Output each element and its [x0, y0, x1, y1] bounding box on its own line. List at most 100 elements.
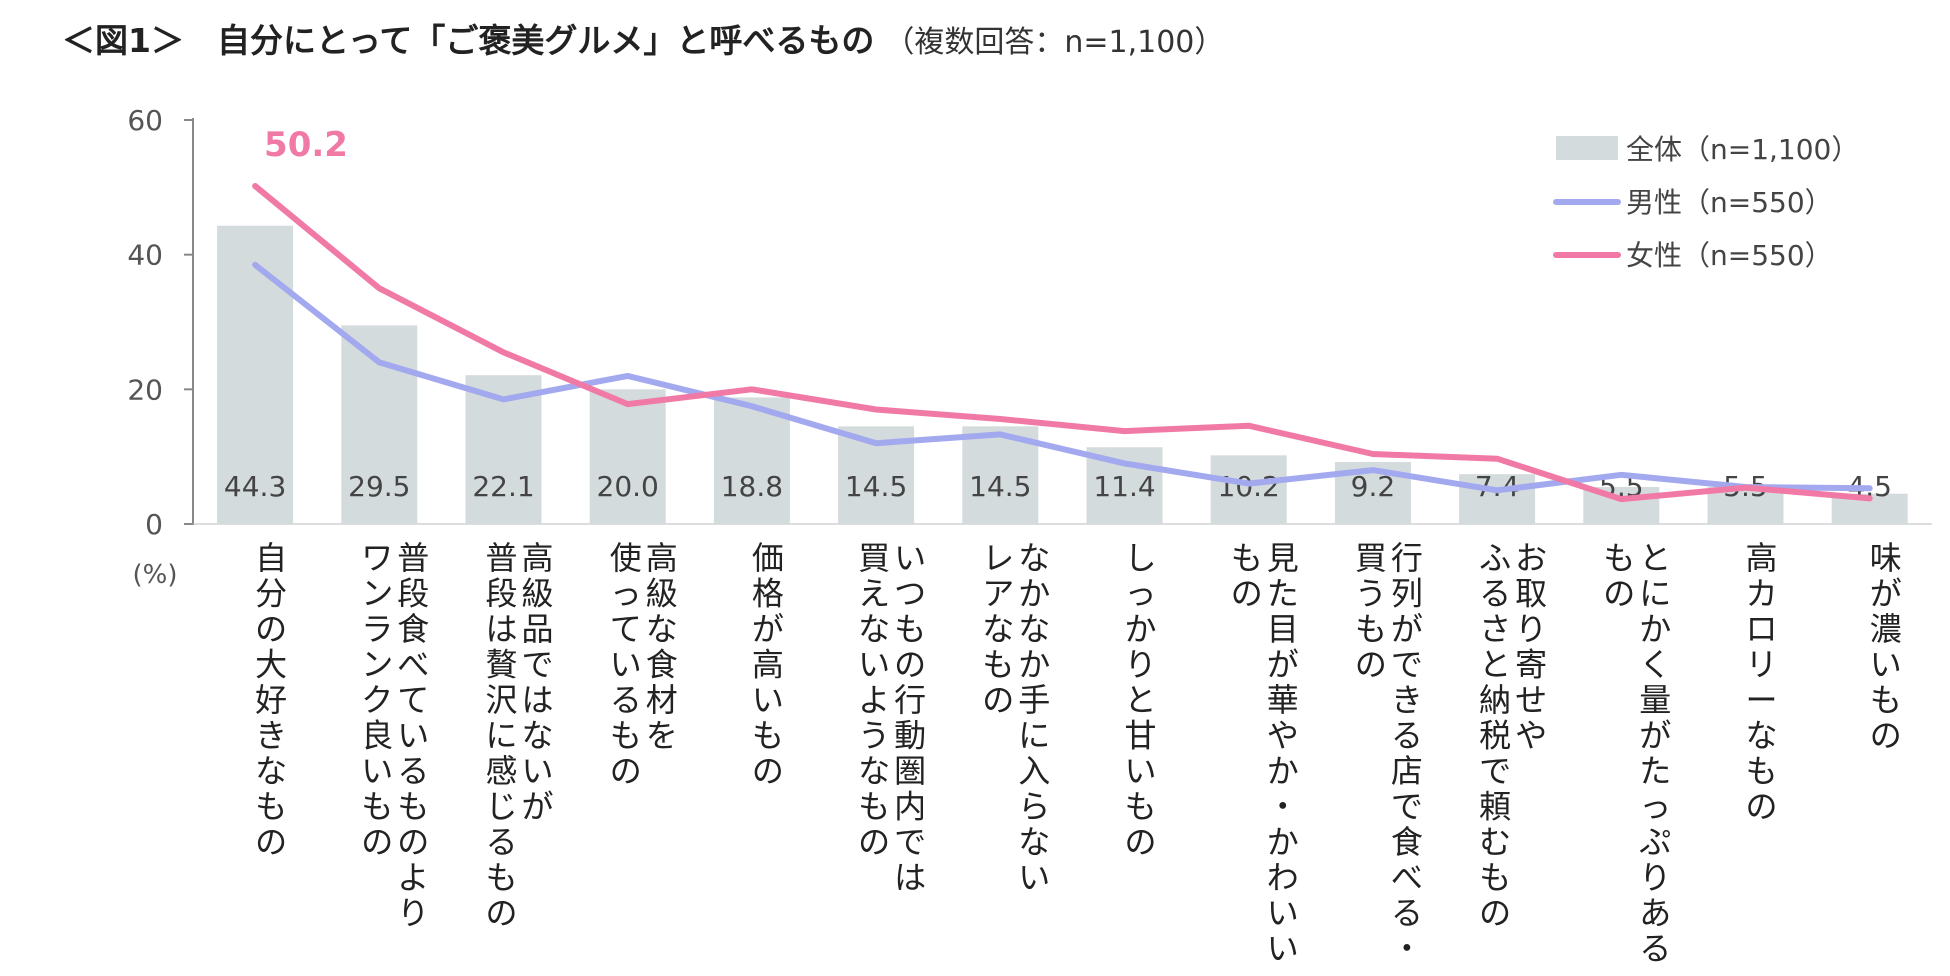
category-label-char: 華 [1267, 681, 1299, 719]
category-label-char: も [361, 788, 393, 826]
category-label-char: ら [1018, 788, 1050, 826]
category-label-char: も [894, 610, 926, 648]
category-label-char: 贅 [485, 646, 517, 684]
category-label-char: る [1391, 717, 1423, 755]
series-line-male [252, 261, 1873, 494]
category-label-char: 高 [1745, 539, 1777, 577]
category-label-char: り [1515, 610, 1547, 648]
category-label-char: 食 [1391, 823, 1423, 861]
category-label-char: お [1515, 539, 1547, 577]
category-label-char: 高 [646, 539, 678, 577]
category-label-char: 見 [1267, 539, 1299, 577]
category-label-char: 行 [894, 681, 926, 719]
category-label-char: な [646, 610, 678, 648]
bar-value-label: 14.5 [969, 470, 1031, 503]
category-label-char: い [858, 646, 890, 684]
category-label-char: の [255, 610, 287, 648]
category-label-char: の [1745, 788, 1777, 826]
category-label-char: り [1124, 646, 1156, 684]
category-label-char: 普 [397, 539, 429, 577]
category-label-char: が [752, 610, 784, 648]
category-label-char: か [1018, 575, 1050, 613]
category-label-char: か [1018, 646, 1050, 684]
category-label-char: に [485, 717, 517, 755]
category-label-char: い [361, 752, 393, 790]
category-label-char: は [521, 681, 553, 719]
category-label-char: ア [982, 575, 1014, 613]
category-label-char: う [858, 717, 890, 755]
category-label-char: い [521, 752, 553, 790]
category-label-char: い [1018, 859, 1050, 897]
category-label-char: べ [1391, 859, 1423, 897]
category-label-char: で [894, 823, 926, 861]
category-label-char: ・ [1391, 930, 1423, 968]
category-label-char: の [752, 752, 784, 790]
category-label-char: る [1479, 575, 1511, 613]
category-label-char: 列 [1391, 575, 1423, 613]
category-label-char: な [1018, 610, 1050, 648]
category-label-char: つ [894, 575, 926, 613]
category-label-char: る [1391, 894, 1423, 932]
category-label-char: い [1267, 930, 1299, 968]
category-label-char: で [1391, 646, 1423, 684]
category-label-char: し [1124, 539, 1156, 577]
bar-value-label: 14.5 [845, 470, 907, 503]
category-labels-layer: 自分の大好きなもの普段食べているものよりワンランク良いもの高級品ではないが普段は… [255, 539, 1902, 968]
bar-value-label: 29.5 [348, 470, 410, 503]
legend: 全体（n=1,100） 男性（n=550） 女性（n=550） [1553, 133, 1859, 272]
bar-total [713, 397, 790, 524]
category-label-char: か [1639, 610, 1671, 648]
category-label-char: で [521, 646, 553, 684]
category-label-char: っ [610, 575, 642, 613]
axes-layer: 0 20 40 60 [127, 104, 1932, 541]
category-label: もの [1231, 539, 1263, 613]
category-label-char: の [1870, 717, 1902, 755]
bar-value-label: 18.8 [721, 470, 783, 503]
category-label-char: 食 [646, 646, 678, 684]
bar-total [1210, 455, 1287, 524]
category-label-char: レ [982, 539, 1014, 577]
category-label-char: き [1391, 681, 1423, 719]
bar-value-label: 20.0 [597, 470, 659, 503]
category-label-char: 濃 [1870, 610, 1902, 648]
category-label-char: の [1479, 894, 1511, 932]
category-label-char: 納 [1479, 681, 1511, 719]
category-label-char: ン [361, 646, 393, 684]
category-label-char: 高 [521, 539, 553, 577]
category-label-char: な [1018, 823, 1050, 861]
category-label-char: 量 [1639, 681, 1671, 719]
category-label-char: 普 [485, 539, 517, 577]
category-label-char: は [485, 610, 517, 648]
category-label-char: 入 [1018, 752, 1050, 790]
category-label-char: も [1479, 859, 1511, 897]
category-label-char: も [1231, 539, 1263, 577]
category-label-char: な [255, 752, 287, 790]
category-label-char: い [894, 539, 926, 577]
category-label-char: わ [1267, 859, 1299, 897]
category-label-char: 良 [361, 717, 393, 755]
series-line-female [252, 183, 1873, 503]
category-label-char: も [858, 788, 890, 826]
category-label-char: よ [858, 681, 890, 719]
category-label-char: 段 [485, 575, 517, 613]
category-label-char: っ [1639, 788, 1671, 826]
category-label-char: が [1870, 575, 1902, 613]
category-label-char: ラ [361, 610, 393, 648]
bar-total [341, 325, 418, 524]
category-label-char: ぷ [1639, 823, 1671, 861]
category-label-char: て [397, 681, 429, 719]
category-label-char: 感 [485, 752, 517, 790]
category-label-char: 圏 [894, 752, 926, 790]
bar-total [589, 389, 666, 524]
category-label-char: い [610, 646, 642, 684]
category-label-char: 級 [521, 575, 553, 613]
